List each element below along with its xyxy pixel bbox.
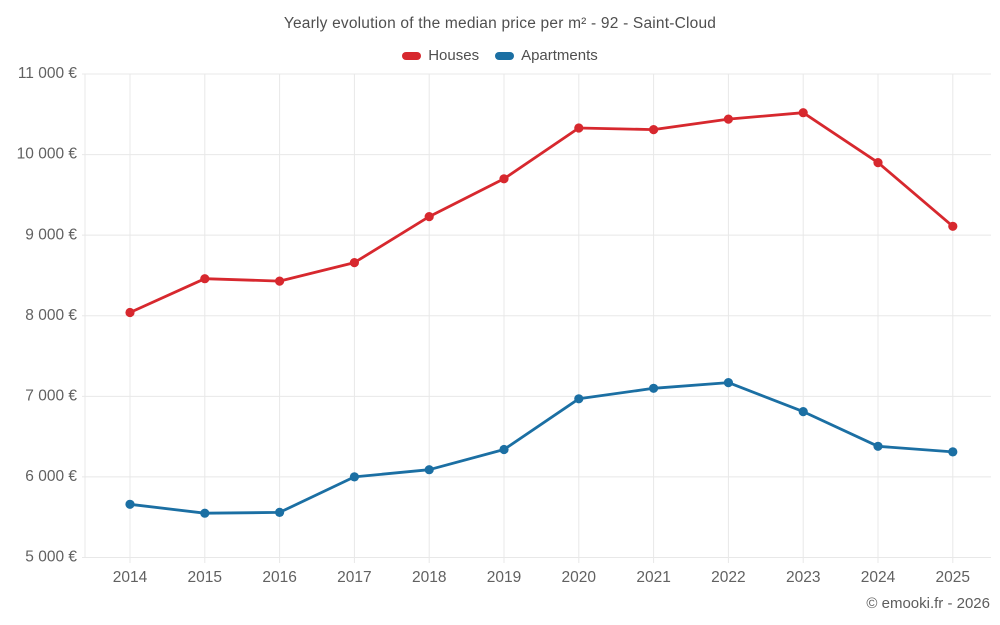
data-point-houses-2020[interactable]	[574, 123, 584, 133]
data-point-houses-2025[interactable]	[948, 221, 958, 231]
y-tick-label: 10 000 €	[17, 146, 78, 163]
legend-item-houses[interactable]: Houses	[402, 47, 479, 64]
data-point-houses-2019[interactable]	[499, 174, 509, 184]
legend-label-houses: Houses	[428, 47, 480, 64]
apartments-series-swatch-icon	[495, 51, 515, 60]
data-point-apartments-2020[interactable]	[574, 394, 584, 404]
data-point-apartments-2017[interactable]	[349, 472, 359, 482]
y-tick-label: 6 000 €	[25, 468, 77, 485]
data-point-apartments-2025[interactable]	[948, 447, 958, 457]
series-line-houses	[128, 111, 955, 314]
x-tick-label: 2022	[711, 569, 745, 586]
data-point-houses-2015[interactable]	[200, 274, 210, 284]
data-point-apartments-2014[interactable]	[125, 499, 135, 509]
y-tick-label: 7 000 €	[25, 387, 77, 404]
data-point-houses-2022[interactable]	[723, 114, 734, 124]
data-point-houses-2021[interactable]	[649, 125, 659, 135]
footer-credit: © emooki.fr - 2026	[866, 595, 990, 612]
legend: Houses Apartments	[0, 47, 1000, 64]
data-point-apartments-2022[interactable]	[723, 378, 734, 388]
y-tick-label: 8 000 €	[25, 307, 77, 324]
data-point-houses-2018[interactable]	[424, 212, 434, 222]
data-point-houses-2017[interactable]	[349, 258, 359, 268]
data-point-apartments-2015[interactable]	[200, 508, 210, 518]
data-point-houses-2023[interactable]	[798, 108, 808, 118]
x-tick-label: 2016	[262, 569, 296, 586]
houses-series-swatch-icon	[402, 51, 422, 60]
data-point-apartments-2021[interactable]	[649, 383, 659, 393]
x-tick-label: 2017	[337, 569, 371, 586]
x-tick-label: 2018	[412, 569, 446, 586]
data-point-apartments-2018[interactable]	[424, 465, 434, 475]
data-point-houses-2016[interactable]	[275, 276, 285, 286]
x-tick-label: 2024	[861, 569, 896, 586]
y-tick-label: 11 000 €	[18, 65, 78, 82]
y-tick-label: 9 000 €	[25, 226, 77, 243]
y-tick-label: 5 000 €	[25, 549, 77, 566]
legend-item-apartments[interactable]: Apartments	[495, 47, 598, 64]
data-point-apartments-2019[interactable]	[499, 444, 509, 455]
x-tick-label: 2014	[113, 569, 148, 586]
data-point-houses-2014[interactable]	[125, 307, 135, 318]
legend-label-apartments: Apartments	[521, 47, 598, 64]
x-tick-label: 2019	[487, 569, 521, 586]
data-point-houses-2024[interactable]	[873, 158, 883, 168]
series-line-apartments	[128, 381, 955, 515]
x-tick-label: 2020	[562, 569, 597, 586]
chart-title: Yearly evolution of the median price per…	[283, 15, 717, 32]
x-tick-label: 2023	[786, 569, 820, 586]
x-tick-label: 2025	[936, 569, 970, 586]
x-tick-label: 2015	[188, 569, 222, 586]
data-point-apartments-2024[interactable]	[873, 441, 883, 451]
x-tick-label: 2021	[636, 569, 670, 586]
data-point-apartments-2023[interactable]	[798, 407, 808, 417]
data-point-apartments-2016[interactable]	[275, 507, 285, 517]
